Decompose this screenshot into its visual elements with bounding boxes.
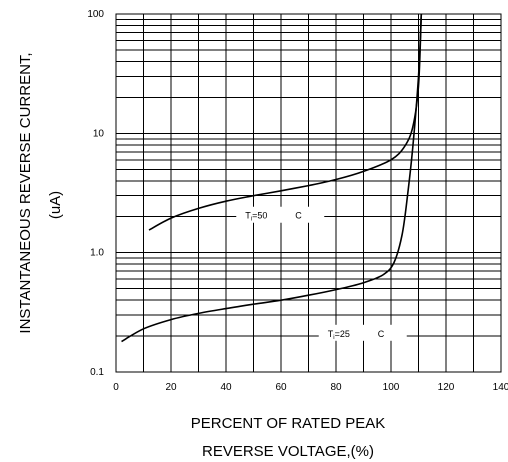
y-axis-unit: (uA)	[47, 191, 64, 219]
x-tick-label: 100	[383, 382, 400, 393]
curve-label-background	[318, 324, 407, 341]
y-axis-title: INSTANTANEOUS REVERSE CURRENT,	[17, 52, 34, 333]
x-tick-label: 120	[438, 382, 455, 393]
x-tick-label: 140	[493, 382, 508, 393]
curve-label-background	[236, 206, 325, 223]
series-line-1	[148, 13, 423, 231]
x-tick-label: 60	[275, 382, 287, 393]
plot-frame	[115, 13, 502, 373]
y-tick-label: 1.0	[90, 248, 104, 259]
x-axis-title-line-1: PERCENT OF RATED PEAK	[191, 415, 385, 432]
y-tick-label: 0.1	[90, 367, 104, 378]
x-tick-label: 40	[220, 382, 232, 393]
curve-label-unit: C	[295, 211, 302, 221]
curve-label-text: Ti=25	[328, 329, 350, 341]
tick-labels: 0 20 40 60 80 100 120 140 0.1 1.0 10 100	[87, 9, 508, 393]
y-tick-label: 10	[93, 128, 105, 139]
series-group	[121, 13, 423, 343]
curve-label-2: Ti=25 C	[318, 324, 407, 341]
x-tick-label: 0	[113, 382, 119, 393]
x-tick-label: 80	[330, 382, 342, 393]
x-tick-label: 20	[165, 382, 177, 393]
grid-lines	[116, 14, 501, 372]
x-axis-title-line-2: REVERSE VOLTAGE,(%)	[202, 443, 374, 460]
curve-label-1: Ti=50 C	[236, 206, 325, 223]
y-tick-label: 100	[87, 9, 104, 20]
series-line-2	[121, 13, 423, 343]
curve-labels: Ti=50 C Ti=25 C	[236, 206, 407, 341]
curve-label-text: Ti=50	[245, 211, 267, 223]
curve-label-unit: C	[378, 329, 385, 339]
